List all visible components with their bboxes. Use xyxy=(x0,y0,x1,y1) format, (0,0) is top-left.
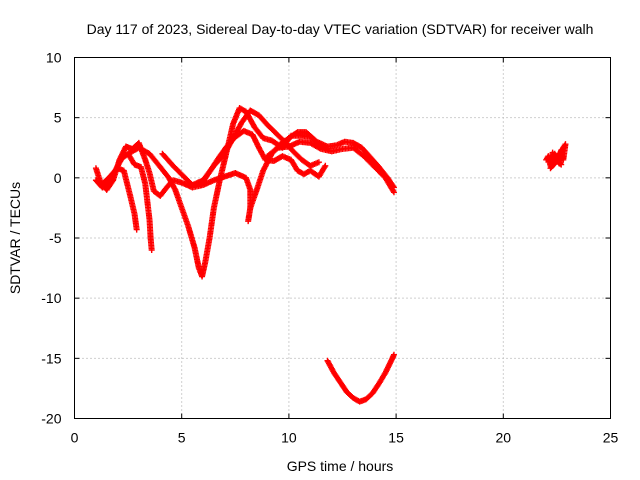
grid-lines xyxy=(74,57,611,419)
data-point xyxy=(245,218,252,225)
y-tick-label: -5 xyxy=(49,230,62,246)
y-tick-label: -15 xyxy=(41,350,61,366)
data-point xyxy=(133,226,140,233)
y-tick-label: 0 xyxy=(54,170,62,186)
data-points xyxy=(92,105,569,405)
series-track-6 xyxy=(197,127,329,189)
data-point xyxy=(551,150,558,157)
data-point xyxy=(390,351,397,358)
series-track-3 xyxy=(99,165,140,233)
data-point xyxy=(390,189,397,196)
series-track-8 xyxy=(264,138,397,196)
y-tick-label: -10 xyxy=(41,290,61,306)
x-tick-label: 15 xyxy=(388,430,404,446)
series-track-10 xyxy=(543,141,569,172)
x-tick-label: 10 xyxy=(281,430,297,446)
chart-title: Day 117 of 2023, Sidereal Day-to-day VTE… xyxy=(87,21,594,37)
x-tick-label: 25 xyxy=(603,430,619,446)
y-tick-label: -20 xyxy=(41,411,61,427)
x-axis-title: GPS time / hours xyxy=(287,458,394,474)
x-tick-label: 5 xyxy=(178,430,186,446)
y-tick-label: 10 xyxy=(46,50,62,66)
x-tick-label: 20 xyxy=(496,430,512,446)
data-point xyxy=(273,145,280,152)
series-track-9 xyxy=(324,351,397,405)
data-point xyxy=(322,162,329,169)
y-tick-label: 5 xyxy=(54,110,62,126)
data-point xyxy=(315,159,322,166)
data-point xyxy=(148,247,155,254)
x-tick-label: 0 xyxy=(71,430,79,446)
y-axis-title: SDTVAR / TECUs xyxy=(7,182,23,294)
axis-ticks: 0 5 10 15 20 25 -20 -15 -10 -5 0 5 10 xyxy=(41,50,618,446)
